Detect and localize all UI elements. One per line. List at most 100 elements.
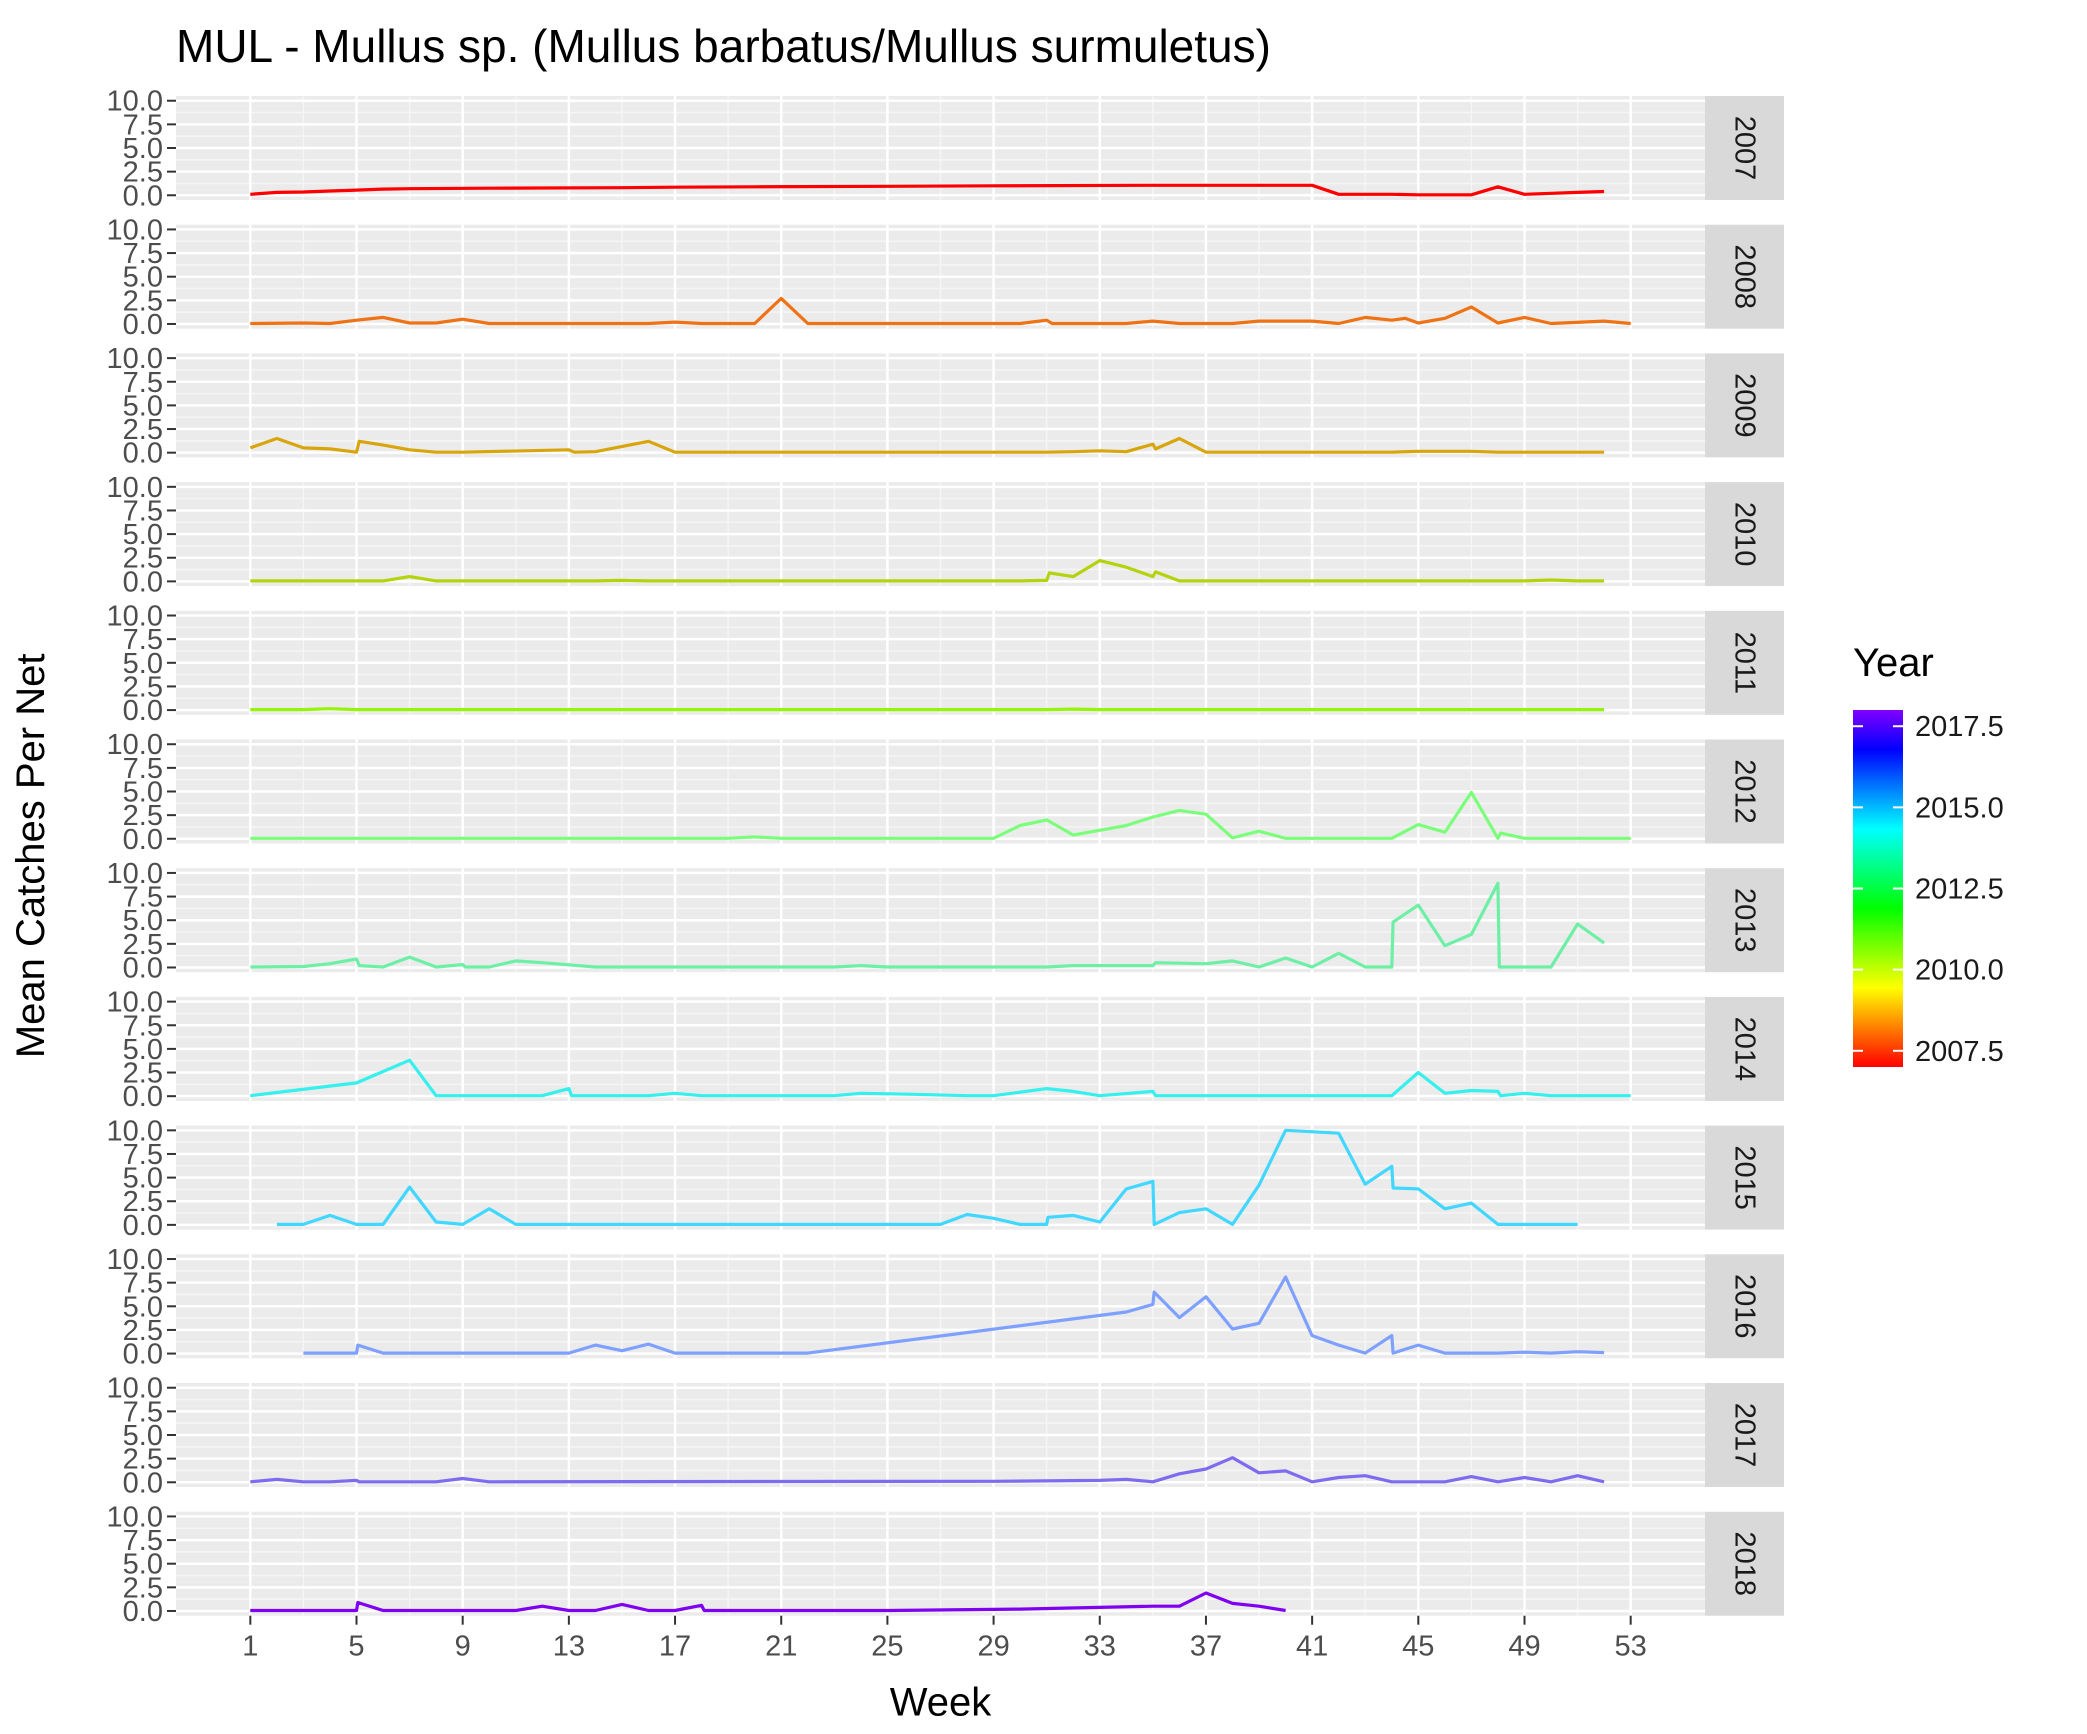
x-tick-label: 33 [1084, 1631, 1116, 1663]
legend-label: 2012.5 [1915, 874, 2004, 906]
panel-2017: 0.02.55.07.510.0 2017 [107, 1373, 1784, 1499]
y-tick-label: 10.0 [107, 472, 163, 504]
y-tick-label: 5.0 [123, 648, 163, 680]
y-tick-label: 2.5 [123, 929, 163, 961]
y-tick-label: 10.0 [107, 601, 163, 633]
panel-2015: 0.02.55.07.510.0 2015 [107, 1115, 1784, 1242]
y-tick-label: 5.0 [123, 1034, 163, 1066]
facet-strip-label: 2011 [1729, 632, 1761, 694]
panel-2010: 0.02.55.07.510.0 2010 [107, 472, 1784, 598]
panel-2013: 0.02.55.07.510.0 2013 [107, 858, 1784, 984]
facet-strip [1705, 1383, 1784, 1487]
series-line-2018 [250, 1591, 1286, 1613]
series-line-2012 [250, 790, 1631, 840]
x-tick-label: 49 [1508, 1631, 1540, 1663]
y-tick-label: 10.0 [107, 1501, 163, 1533]
x-tick-label: 37 [1190, 1631, 1222, 1663]
y-tick-label: 7.5 [123, 1268, 163, 1300]
y-tick-label: 0.0 [123, 952, 163, 984]
y-tick-label: 2.5 [123, 1572, 163, 1604]
facet-strip-label: 2018 [1729, 1531, 1761, 1596]
legend: Year 2017.5 2015.0 2012.5 2010.0 2007.5 [1853, 641, 2004, 1068]
panel-2007: 0.02.55.07.510.0 2007 [107, 86, 1784, 212]
y-tick-label: 0.0 [123, 309, 163, 341]
y-tick-label: 0.0 [123, 824, 163, 856]
series-line-2007 [250, 183, 1605, 197]
series-line-2014 [250, 1058, 1631, 1098]
facet-strip-label: 2009 [1729, 373, 1761, 438]
panel-2011: 0.02.55.07.510.0 2011 [107, 601, 1784, 727]
facet-strip-label: 2014 [1729, 1017, 1761, 1082]
x-tick-label: 25 [871, 1631, 903, 1663]
legend-label: 2010.0 [1915, 955, 2004, 987]
legend-ticks: 2017.5 2015.0 2012.5 2010.0 2007.5 [1853, 711, 2004, 1068]
y-tick-label: 7.5 [123, 1010, 163, 1042]
y-tick-label: 0.0 [123, 180, 163, 212]
facet-strip-label: 2015 [1729, 1145, 1761, 1210]
y-tick-label: 2.5 [123, 800, 163, 832]
y-tick-label: 2.5 [123, 414, 163, 446]
y-tick-label: 0.0 [123, 695, 163, 727]
y-tick-label: 5.0 [123, 1163, 163, 1195]
y-tick-label: 5.0 [123, 1420, 163, 1452]
panel-2016: 0.02.55.07.510.0 2016 [107, 1244, 1784, 1371]
x-axis: 1 5 9 13 17 21 25 29 33 37 41 45 49 53 [242, 1615, 1647, 1663]
y-tick-label: 0.0 [123, 1339, 163, 1371]
y-tick-label: 0.0 [123, 1081, 163, 1113]
y-tick-label: 0.0 [123, 566, 163, 598]
facet-strip-label: 2008 [1729, 244, 1761, 309]
x-tick-label: 17 [659, 1631, 691, 1663]
facet-strip [1705, 610, 1784, 715]
series-line-2013 [250, 881, 1606, 969]
legend-label: 2015.0 [1915, 792, 2004, 824]
y-tick-label: 10.0 [107, 729, 163, 761]
series-line-2017 [250, 1456, 1605, 1484]
facet-strip-label: 2016 [1729, 1274, 1761, 1339]
chart-title: MUL - Mullus sp. (Mullus barbatus/Mullus… [176, 20, 1271, 72]
facet-strip-label: 2010 [1729, 502, 1761, 567]
panel-2012: 0.02.55.07.510.0 2012 [107, 729, 1784, 856]
series-line-2016 [303, 1275, 1605, 1355]
facet-strip [1705, 353, 1784, 458]
y-tick-label: 7.5 [123, 495, 163, 527]
facet-strip [1705, 482, 1784, 587]
x-axis-title: Week [890, 1681, 993, 1725]
y-tick-label: 10.0 [107, 987, 163, 1019]
y-tick-label: 5.0 [123, 390, 163, 422]
y-tick-label: 2.5 [123, 671, 163, 703]
y-tick-label: 0.0 [123, 1210, 163, 1242]
y-tick-label: 10.0 [107, 858, 163, 890]
facet-strip-label: 2017 [1729, 1403, 1761, 1468]
y-tick-label: 0.0 [123, 1467, 163, 1499]
y-tick-label: 7.5 [123, 367, 163, 399]
facet-strip [1705, 96, 1784, 200]
y-tick-label: 0.0 [123, 1596, 163, 1628]
y-tick-label: 10.0 [107, 1244, 163, 1276]
y-tick-label: 2.5 [123, 1315, 163, 1347]
panel-2008: 0.02.55.07.510.0 2008 [107, 214, 1784, 341]
series-line-2015 [276, 1128, 1578, 1226]
facet-strip [1705, 1254, 1784, 1359]
facet-strip [1705, 1125, 1784, 1230]
y-tick-label: 5.0 [123, 1549, 163, 1581]
panel-2018: 0.02.55.07.510.0 2018 [107, 1501, 1784, 1628]
panel-2014: 0.02.55.07.510.0 2014 [107, 987, 1784, 1113]
y-tick-label: 5.0 [123, 777, 163, 809]
y-tick-label: 7.5 [123, 624, 163, 656]
legend-title: Year [1853, 641, 1934, 685]
x-tick-label: 41 [1296, 1631, 1328, 1663]
facet-strip [1705, 739, 1784, 844]
legend-label: 2017.5 [1915, 711, 2004, 743]
y-tick-label: 7.5 [123, 753, 163, 785]
y-tick-label: 7.5 [123, 109, 163, 141]
y-tick-label: 5.0 [123, 262, 163, 294]
legend-label: 2007.5 [1915, 1036, 2004, 1068]
series-line-2011 [250, 707, 1605, 712]
y-tick-label: 10.0 [107, 1115, 163, 1147]
series-line-2009 [249, 436, 1605, 454]
y-tick-label: 7.5 [123, 882, 163, 914]
panel-2009: 0.02.55.07.510.0 2009 [107, 343, 1784, 470]
facet-strip-label: 2007 [1729, 116, 1761, 181]
x-tick-label: 53 [1615, 1631, 1647, 1663]
y-axis-title: Mean Catches Per Net [9, 654, 53, 1059]
